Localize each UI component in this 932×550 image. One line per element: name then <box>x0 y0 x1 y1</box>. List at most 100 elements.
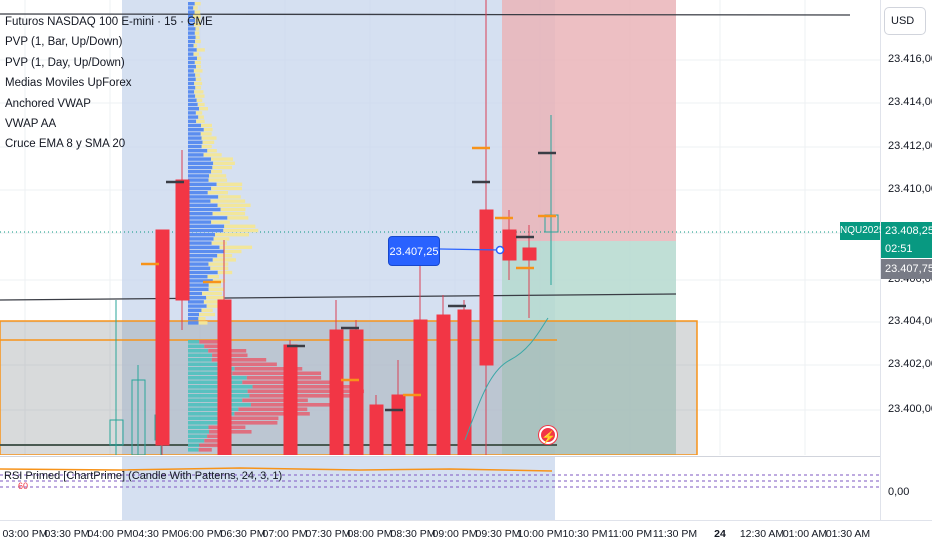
profile-bar-down <box>207 191 228 195</box>
profile-bar-up <box>188 353 213 358</box>
profile-bar-up <box>188 287 209 291</box>
time-tick: 10:30 PM <box>562 528 608 540</box>
profile-bar-down <box>201 136 217 140</box>
profile-bar-up <box>188 52 194 56</box>
time-tick: 08:30 PM <box>390 528 436 540</box>
candle-body[interactable] <box>457 309 472 455</box>
profile-bar-down <box>203 300 224 304</box>
indicator-vwap-aa[interactable]: VWAP AA <box>5 118 57 131</box>
candle-body[interactable] <box>522 247 537 261</box>
time-tick: 03:00 PM <box>2 528 48 540</box>
profile-bar-up <box>188 220 212 224</box>
cursor-connector <box>439 248 501 251</box>
rsi-indicator-title[interactable]: RSI Primed [ChartPrime] (Candle With Pat… <box>4 470 283 482</box>
profile-bar-down <box>198 115 204 119</box>
profile-bar-down <box>208 178 228 182</box>
profile-bar-down <box>207 275 219 279</box>
profile-bar-up <box>188 149 208 153</box>
profile-bar-up <box>188 191 208 195</box>
profile-bar-up <box>188 249 225 254</box>
profile-bar-up <box>188 421 224 425</box>
symbol-tag[interactable]: NQU2025 <box>840 222 884 240</box>
profile-bar-up <box>188 275 208 279</box>
profile-bar-up <box>188 115 199 119</box>
indicator-pvp-bar[interactable]: PVP (1, Bar, Up/Down) <box>5 36 123 49</box>
profile-bar-up <box>188 448 199 452</box>
profile-bar-up <box>188 186 212 191</box>
cursor-price-badge[interactable]: 23.407,25 <box>388 236 440 266</box>
profile-bar-down <box>211 157 233 161</box>
candle-body[interactable] <box>155 229 170 446</box>
candle-body[interactable] <box>349 329 364 455</box>
profile-bar-up <box>188 443 200 448</box>
profile-bar-up <box>188 182 217 186</box>
profile-bar-down <box>194 2 201 6</box>
indicator-medias-moviles[interactable]: Medias Moviles UpForex <box>5 77 132 90</box>
stop-loss-zone <box>502 0 676 241</box>
profile-bar-down <box>198 321 208 325</box>
profile-bar-up <box>188 44 194 48</box>
candle-body[interactable] <box>436 314 451 455</box>
profile-bar-down <box>252 385 363 389</box>
candle-body[interactable] <box>413 319 428 455</box>
profile-bar-up <box>188 107 200 111</box>
profile-bar-down <box>220 207 246 212</box>
profile-bar-up <box>188 317 199 321</box>
profile-bar-up <box>188 140 203 144</box>
alert-icon[interactable]: ⚡ <box>539 426 557 444</box>
main-chart[interactable] <box>0 0 880 455</box>
profile-bar-down <box>234 367 303 371</box>
time-tick: 01:00 AM <box>782 528 828 540</box>
candle-body[interactable] <box>217 299 232 455</box>
profile-bar-up <box>188 283 209 287</box>
time-tick: 11:30 PM <box>652 528 698 540</box>
profile-bar-down <box>199 312 216 317</box>
candle-body[interactable] <box>283 344 298 455</box>
profile-bar-down <box>193 69 203 73</box>
candle-body[interactable] <box>502 229 517 261</box>
profile-bar-up <box>188 321 199 325</box>
profile-bar-down <box>193 23 201 27</box>
profile-bar-down <box>202 291 222 296</box>
profile-bar-down <box>211 358 267 362</box>
profile-bar-down <box>195 94 205 98</box>
profile-bar-down <box>196 98 203 102</box>
candle-body[interactable] <box>109 419 124 446</box>
profile-bar-up <box>188 31 195 35</box>
profile-bar-down <box>196 119 205 123</box>
profile-bar-down <box>242 398 308 403</box>
price-chart[interactable] <box>0 0 880 455</box>
candle-body[interactable] <box>175 179 190 301</box>
candle-body[interactable] <box>479 209 494 366</box>
time-axis[interactable] <box>0 520 932 550</box>
profile-bar-down <box>247 389 365 394</box>
candle-body[interactable] <box>131 379 146 455</box>
profile-bar-down <box>210 266 229 270</box>
profile-bar-down <box>212 165 232 170</box>
last-price-label: 23.408,25 02:51 <box>881 222 932 258</box>
time-tick: 11:00 PM <box>607 528 653 540</box>
indicator-pvp-day[interactable]: PVP (1, Day, Up/Down) <box>5 56 125 69</box>
indicator-cruce-ema[interactable]: Cruce EMA 8 y SMA 20 <box>5 138 126 151</box>
profile-bar-down <box>201 144 212 149</box>
rsi-pane[interactable] <box>0 456 880 520</box>
profile-bar-down <box>203 128 213 132</box>
candle-body[interactable] <box>391 394 406 455</box>
profile-bar-up <box>188 102 198 107</box>
candle-body[interactable] <box>329 329 344 455</box>
profile-bar-down <box>234 412 310 416</box>
price-tick: 23.404,00 <box>888 315 932 327</box>
candle-body[interactable] <box>369 404 384 455</box>
currency-button[interactable]: USD <box>884 7 926 35</box>
profile-bar-down <box>232 371 322 376</box>
profile-bar-down <box>215 233 249 237</box>
profile-bar-up <box>188 111 196 115</box>
profile-bar-down <box>202 140 215 144</box>
profile-bar-up <box>188 376 247 380</box>
profile-bar-down <box>211 170 223 174</box>
indicator-anchored-vwap[interactable]: Anchored VWAP <box>5 97 91 110</box>
profile-bar-up <box>188 90 195 94</box>
rsi-marker: 60 <box>18 481 29 491</box>
symbol-title[interactable]: Futuros NASDAQ 100 E-mini · 15 · CME <box>5 16 213 28</box>
profile-bar-up <box>188 73 196 77</box>
